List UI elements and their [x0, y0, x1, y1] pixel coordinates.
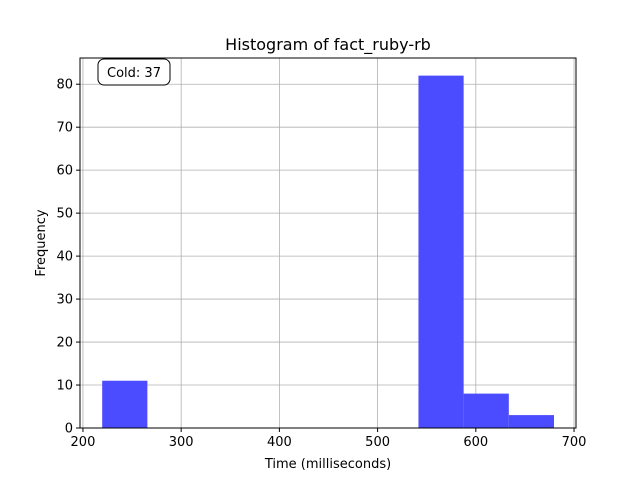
plot-frame	[79, 57, 577, 429]
y-tick-label: 40	[56, 250, 73, 265]
x-tick-label: 600	[463, 435, 488, 450]
y-axis-label: Frequency	[34, 209, 49, 276]
bars	[102, 75, 554, 428]
grid-lines	[80, 58, 576, 429]
y-axis-ticks: 0 10 20 30 40 50 60 70 80	[56, 78, 80, 437]
x-axis-label: Time (milliseconds)	[264, 457, 391, 472]
y-tick-label: 50	[56, 207, 73, 222]
y-tick-label: 20	[56, 336, 73, 351]
y-tick-label: 70	[56, 121, 73, 136]
y-tick-label: 30	[56, 293, 73, 308]
chart-title: Histogram of fact_ruby-rb	[225, 35, 431, 55]
y-tick-label: 0	[65, 422, 73, 437]
x-tick-label: 400	[267, 435, 292, 450]
x-tick-label: 500	[365, 435, 390, 450]
x-tick-label: 300	[169, 435, 194, 450]
y-tick-label: 10	[56, 379, 73, 394]
histogram-bar	[102, 380, 148, 428]
x-tick-label: 200	[71, 435, 96, 450]
y-tick-label: 60	[56, 164, 73, 179]
histogram-bar	[418, 75, 464, 428]
x-tick-label: 700	[562, 435, 587, 450]
y-tick-label: 80	[56, 78, 73, 93]
histogram-bar	[508, 415, 554, 428]
histogram-bar	[463, 393, 509, 428]
cold-annotation: Cold: 37	[97, 58, 171, 86]
cold-annotation-box	[97, 58, 171, 86]
x-axis-ticks: 200 300 400 500 600 700	[71, 428, 587, 450]
cold-annotation-text: Cold: 37	[107, 66, 161, 81]
